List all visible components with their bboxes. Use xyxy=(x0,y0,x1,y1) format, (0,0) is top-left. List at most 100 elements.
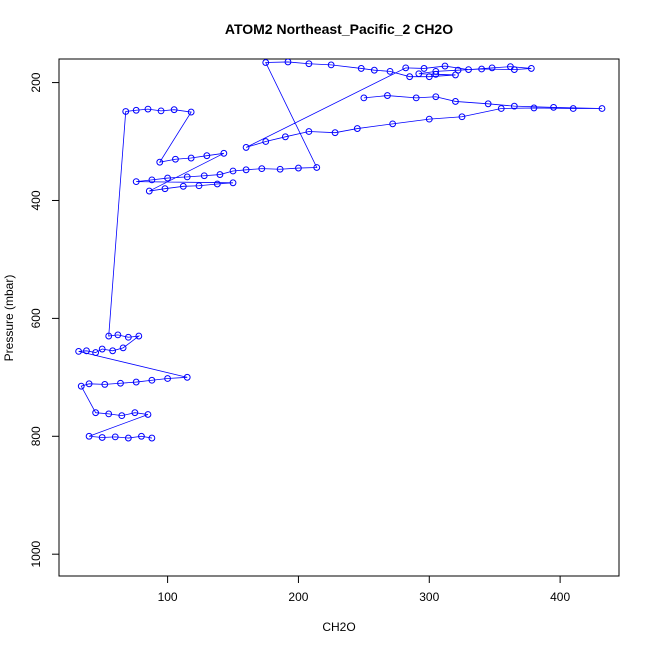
data-point xyxy=(527,65,535,72)
data-point xyxy=(281,133,289,141)
data-point xyxy=(172,155,179,163)
data-point xyxy=(242,166,250,174)
y-tick-label: 800 xyxy=(29,426,43,446)
data-point xyxy=(262,138,270,145)
data-point xyxy=(389,120,397,128)
data-point xyxy=(145,187,153,195)
data-point xyxy=(484,100,492,108)
data-point xyxy=(216,171,224,178)
data-point xyxy=(510,102,518,110)
data-point xyxy=(441,62,449,70)
data-point xyxy=(406,73,414,81)
series-line xyxy=(78,61,603,439)
data-point xyxy=(157,107,165,115)
data-point xyxy=(132,178,140,186)
data-point xyxy=(327,61,335,69)
data-point xyxy=(360,94,368,102)
data-point xyxy=(101,381,109,388)
data-point xyxy=(465,66,472,74)
data-point xyxy=(420,65,428,72)
data-point xyxy=(138,432,145,440)
data-point xyxy=(124,333,132,341)
data-point xyxy=(148,434,156,442)
data-point xyxy=(478,65,486,73)
data-point xyxy=(179,182,187,190)
data-point xyxy=(114,331,122,339)
data-point xyxy=(386,67,394,75)
y-tick-label: 600 xyxy=(29,308,43,328)
data-point xyxy=(85,380,93,388)
data-point xyxy=(109,347,117,355)
data-point xyxy=(295,164,302,172)
data-point xyxy=(105,332,113,340)
data-point xyxy=(187,154,195,162)
data-point xyxy=(111,433,119,441)
data-point xyxy=(92,349,100,356)
data-point xyxy=(452,71,459,79)
data-point xyxy=(284,59,292,66)
data-point xyxy=(412,94,420,102)
data-point xyxy=(156,158,164,166)
data-point xyxy=(144,105,152,113)
y-axis: 200 400 600 800 1000 xyxy=(29,72,60,568)
data-point xyxy=(530,104,538,112)
x-axis-title: CH2O xyxy=(322,620,355,634)
data-point xyxy=(195,182,203,190)
data-point xyxy=(132,106,140,114)
data-point xyxy=(402,64,410,72)
data-point xyxy=(170,106,178,114)
data-point xyxy=(550,103,557,111)
data-point xyxy=(98,434,106,441)
data-point xyxy=(98,345,106,353)
data-point xyxy=(203,152,211,160)
data-point xyxy=(164,174,171,182)
data-point xyxy=(488,64,496,72)
data-point xyxy=(258,165,266,173)
data-point xyxy=(148,376,156,384)
y-tick-label: 400 xyxy=(29,190,43,210)
x-tick-label: 300 xyxy=(419,590,439,604)
data-point xyxy=(148,176,156,184)
data-point xyxy=(384,92,391,99)
data-point xyxy=(85,432,93,440)
data-point xyxy=(331,129,339,137)
data-point xyxy=(132,378,140,386)
data-point xyxy=(220,149,228,157)
data-point xyxy=(415,70,423,78)
data-point xyxy=(276,165,284,173)
data-point xyxy=(569,105,577,112)
data-point xyxy=(144,411,152,418)
data-point xyxy=(353,125,361,132)
data-point xyxy=(213,180,221,188)
data-point xyxy=(305,60,313,68)
data-point xyxy=(118,412,126,420)
data-point xyxy=(164,375,171,382)
data-point xyxy=(305,128,313,135)
data-point xyxy=(242,144,250,151)
x-tick-label: 200 xyxy=(288,590,308,604)
data-point xyxy=(370,66,378,74)
data-point xyxy=(105,410,113,418)
data-point xyxy=(598,105,606,112)
plot-frame xyxy=(58,58,620,577)
data-point xyxy=(357,65,365,72)
data-point xyxy=(432,93,440,101)
data-point xyxy=(425,115,433,123)
data-point xyxy=(497,105,505,112)
data-point xyxy=(124,434,132,442)
data-point xyxy=(122,108,130,115)
x-axis: 100 200 300 400 xyxy=(158,575,570,604)
data-point xyxy=(131,409,139,417)
data-point xyxy=(452,98,459,105)
data-point xyxy=(229,179,237,187)
x-tick-label: 100 xyxy=(158,590,178,604)
data-point xyxy=(183,173,191,181)
data-point xyxy=(117,379,124,387)
data-point xyxy=(75,347,83,355)
data-point xyxy=(432,70,440,78)
data-point xyxy=(161,185,169,193)
data-point xyxy=(432,67,440,75)
data-point xyxy=(119,344,127,352)
data-point xyxy=(135,332,143,340)
